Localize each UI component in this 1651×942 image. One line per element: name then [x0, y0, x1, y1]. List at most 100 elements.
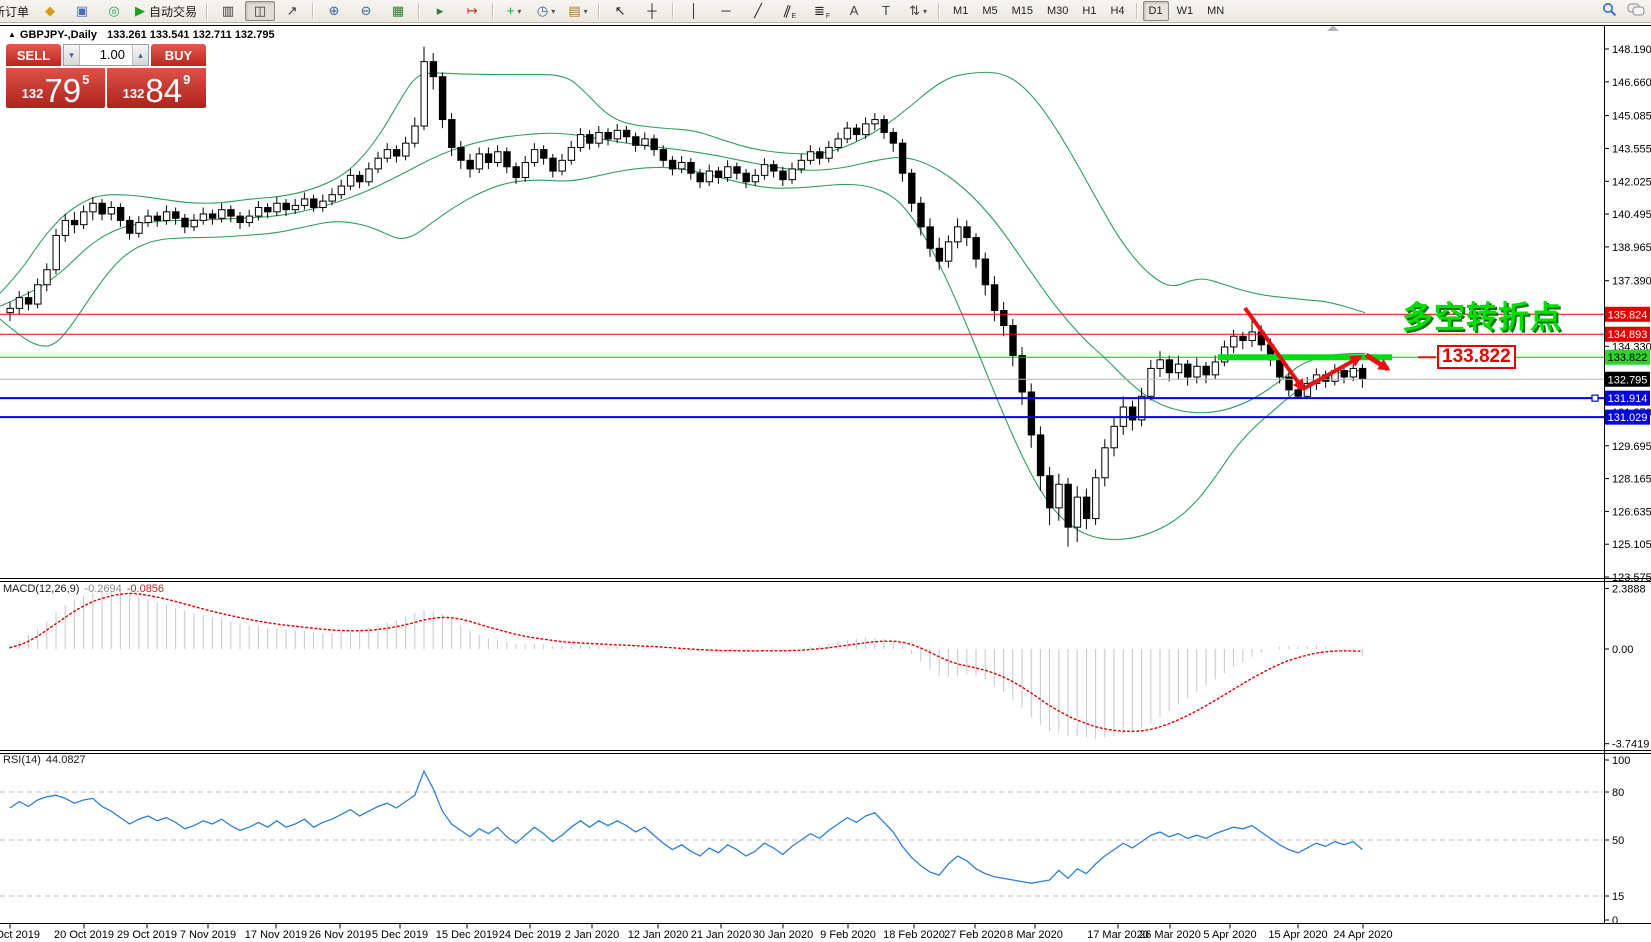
collapse-triangle-icon[interactable]: ▲	[8, 30, 16, 39]
text-button[interactable]: A	[849, 3, 859, 18]
volume-field[interactable]: 1.00	[99, 47, 125, 62]
svg-text:-3.7419: -3.7419	[1612, 739, 1649, 751]
sell-button[interactable]: SELL	[6, 44, 61, 66]
auto-scroll-icon[interactable]: ▸	[436, 3, 444, 18]
support-price-label[interactable]: 133.822	[1437, 345, 1516, 369]
toolbar-separator	[1135, 3, 1138, 19]
timeframe-m30-button[interactable]: M30	[1047, 5, 1069, 17]
buy-price-prefix: 132	[122, 86, 145, 101]
svg-text:131.914: 131.914	[1608, 393, 1648, 405]
macd-indicator-label: MACD(12,26,9) -0.2694 -0.0856	[3, 583, 164, 595]
data-window-icon[interactable]: ▣	[75, 3, 89, 18]
svg-text:17 Nov 2019: 17 Nov 2019	[245, 929, 307, 941]
zoom-in-icon[interactable]: ⊕	[328, 3, 340, 18]
svg-text:5 Apr 2020: 5 Apr 2020	[1203, 929, 1256, 941]
rsi-name: RSI(14)	[3, 754, 41, 766]
buy-price-button[interactable]: 132 84 9	[107, 68, 206, 108]
svg-text:138.965: 138.965	[1612, 242, 1651, 254]
volume-decrease-button[interactable]: ▾	[64, 45, 80, 65]
chart-shift-icon[interactable]: ↦	[466, 3, 478, 18]
crosshair-button[interactable]: ┼	[647, 3, 657, 18]
rejection-arrow-annotation	[1364, 352, 1391, 372]
sell-price-button[interactable]: 132 79 5	[6, 68, 105, 108]
chat-icon[interactable]	[1627, 3, 1645, 20]
svg-text:131.029: 131.029	[1608, 412, 1648, 424]
svg-text:135.824: 135.824	[1608, 309, 1648, 321]
svg-text:29 Oct 2019: 29 Oct 2019	[117, 929, 177, 941]
macd-signal-value: -0.0856	[126, 583, 165, 595]
svg-text:15 Apr 2020: 15 Apr 2020	[1268, 929, 1327, 941]
buy-button[interactable]: BUY	[151, 44, 206, 66]
arrows-button[interactable]: ⇅ ▾	[909, 3, 927, 18]
tile-windows-icon[interactable]: ▦	[391, 3, 405, 18]
vertical-line-button[interactable]: │	[689, 3, 699, 18]
signal-icon[interactable]: ◎	[108, 3, 120, 18]
chart-symbol: GBPJPY-,Daily	[19, 29, 97, 41]
svg-text:132.795: 132.795	[1608, 374, 1648, 386]
svg-text:146.660: 146.660	[1612, 77, 1651, 89]
svg-text:129.695: 129.695	[1612, 441, 1651, 453]
timeframe-buttons: M1 M5 M15 M30 H1 H4 D1 W1 MN	[946, 1, 1231, 21]
cursor-button[interactable]: ↖	[614, 3, 626, 18]
zoom-out-icon[interactable]: ⊖	[360, 3, 372, 18]
timeframe-w1-button[interactable]: W1	[1176, 5, 1194, 17]
fibonacci-button[interactable]: ≣ F	[813, 3, 831, 20]
svg-text:9 Feb 2020: 9 Feb 2020	[820, 929, 876, 941]
svg-text:80: 80	[1612, 787, 1624, 799]
svg-text:140.495: 140.495	[1612, 209, 1651, 221]
volume-stepper: ▾ 1.00 ▴	[63, 44, 149, 66]
svg-text:5 Dec 2019: 5 Dec 2019	[372, 929, 428, 941]
search-icon[interactable]	[1602, 2, 1617, 20]
toolbar: 新订单 ◆ ▣ ◎ ▶自动交易 ▥ ◫ ↗ ⊕ ⊖ ▦ ▸ ↦ +▾ ◷▾ ▤▾ ↖ ┼ │ ─ ╱ ∥E ≣F A T ⇅▾ M…	[0, 0, 1651, 23]
channel-button[interactable]: ∥ E	[781, 2, 797, 20]
timeframe-mn-button[interactable]: MN	[1207, 5, 1225, 17]
toolbar-separator	[492, 3, 495, 19]
toolbar-separator	[598, 3, 601, 19]
horizontal-line-button[interactable]: ─	[721, 3, 731, 18]
text-label-button[interactable]: T	[882, 3, 890, 18]
svg-text:125.105: 125.105	[1612, 539, 1651, 551]
indicators-button[interactable]: + ▾	[506, 3, 522, 18]
svg-text:12 Jan 2020: 12 Jan 2020	[628, 929, 689, 941]
toolbar-separator	[206, 3, 209, 19]
timeframe-d1-button[interactable]: D1	[1142, 1, 1169, 21]
new-order-button[interactable]: 新订单	[0, 4, 30, 19]
periods-button[interactable]: ◷ ▾	[536, 3, 556, 18]
svg-text:0: 0	[1612, 915, 1618, 927]
timeframe-h1-button[interactable]: H1	[1082, 5, 1097, 17]
timeframe-m5-button[interactable]: M5	[982, 5, 998, 17]
templates-button[interactable]: ▤ ▾	[568, 3, 588, 18]
svg-text:10 Oct 2019: 10 Oct 2019	[0, 929, 40, 941]
svg-text:145.085: 145.085	[1612, 111, 1651, 123]
svg-text:20 Oct 2019: 20 Oct 2019	[54, 929, 114, 941]
svg-text:143.555: 143.555	[1612, 143, 1651, 155]
timeframe-m15-button[interactable]: M15	[1011, 5, 1033, 17]
candlestick-icon[interactable]: ◫	[245, 1, 276, 21]
svg-text:26 Mar 2020: 26 Mar 2020	[1139, 929, 1201, 941]
timeframe-h4-button[interactable]: H4	[1110, 5, 1125, 17]
svg-text:18 Feb 2020: 18 Feb 2020	[883, 929, 945, 941]
autotrading-button[interactable]: ▶ 自动交易	[135, 3, 198, 19]
svg-text:27 Feb 2020: 27 Feb 2020	[944, 929, 1006, 941]
pivot-point-annotation[interactable]: 多空转折点	[1402, 300, 1562, 335]
rsi-value: 44.0827	[45, 754, 86, 766]
toolbar-separator	[418, 3, 421, 19]
volume-increase-button[interactable]: ▴	[132, 45, 148, 65]
bar-chart-icon[interactable]: ▥	[221, 3, 235, 18]
svg-text:126.635: 126.635	[1612, 506, 1651, 518]
sell-price-big: 79	[44, 72, 82, 109]
gold-icon[interactable]: ◆	[45, 3, 56, 18]
svg-text:21 Jan 2020: 21 Jan 2020	[691, 929, 752, 941]
svg-text:8 Mar 2020: 8 Mar 2020	[1007, 929, 1063, 941]
line-chart-icon[interactable]: ↗	[286, 3, 298, 18]
timeframe-m1-button[interactable]: M1	[953, 5, 969, 17]
svg-text:24 Dec 2019: 24 Dec 2019	[499, 929, 561, 941]
svg-text:15 Dec 2019: 15 Dec 2019	[436, 929, 498, 941]
trendline-button[interactable]: ╱	[754, 3, 762, 18]
svg-text:15: 15	[1612, 891, 1624, 903]
svg-text:137.390: 137.390	[1612, 276, 1651, 288]
svg-text:2 Jan 2020: 2 Jan 2020	[565, 929, 619, 941]
chart-canvas[interactable]: 148.190 146.660 145.085 143.555 142.025 140.4…	[0, 22, 1651, 942]
svg-text:17 Mar 2020: 17 Mar 2020	[1087, 929, 1149, 941]
toolbar-separator	[672, 3, 675, 19]
